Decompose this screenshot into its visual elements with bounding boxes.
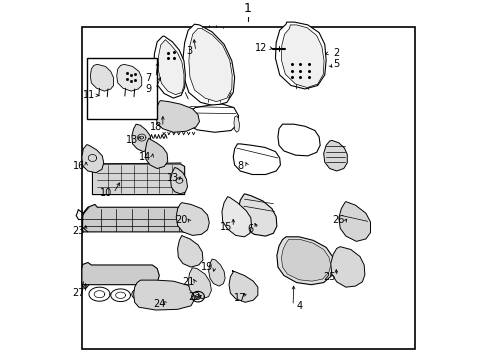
Polygon shape xyxy=(281,25,324,87)
Polygon shape xyxy=(330,247,364,287)
Text: 24: 24 xyxy=(153,299,165,309)
Polygon shape xyxy=(276,237,334,285)
Text: 27: 27 xyxy=(72,288,84,298)
Polygon shape xyxy=(81,262,159,285)
Polygon shape xyxy=(222,197,251,237)
Polygon shape xyxy=(183,24,234,106)
Text: 6: 6 xyxy=(247,224,253,234)
Polygon shape xyxy=(156,100,199,132)
Polygon shape xyxy=(145,138,167,168)
Text: 1: 1 xyxy=(244,3,251,15)
Text: 9: 9 xyxy=(145,84,151,94)
Text: 3: 3 xyxy=(185,46,192,56)
Polygon shape xyxy=(323,140,346,171)
Text: 20: 20 xyxy=(175,215,188,225)
Polygon shape xyxy=(81,145,103,173)
Text: 19: 19 xyxy=(201,262,213,272)
Text: 8: 8 xyxy=(237,161,243,171)
Polygon shape xyxy=(188,28,232,102)
Text: 7: 7 xyxy=(145,73,152,83)
Bar xyxy=(87,58,156,119)
Text: 25: 25 xyxy=(323,271,335,282)
Polygon shape xyxy=(176,203,209,235)
Polygon shape xyxy=(177,235,203,267)
Polygon shape xyxy=(133,280,194,310)
Polygon shape xyxy=(208,259,224,286)
Text: 13: 13 xyxy=(167,173,179,183)
Polygon shape xyxy=(275,22,325,89)
Polygon shape xyxy=(233,116,239,132)
Text: 21: 21 xyxy=(182,277,194,287)
Text: 15: 15 xyxy=(220,222,232,232)
Text: 13: 13 xyxy=(126,135,139,145)
Text: 23: 23 xyxy=(72,226,84,236)
Polygon shape xyxy=(132,124,151,152)
Polygon shape xyxy=(233,144,280,175)
Polygon shape xyxy=(90,64,113,91)
Polygon shape xyxy=(338,202,370,242)
Text: 18: 18 xyxy=(149,122,162,132)
Polygon shape xyxy=(92,164,184,194)
Text: 22: 22 xyxy=(188,292,201,302)
Text: 2: 2 xyxy=(332,48,339,58)
Text: 12: 12 xyxy=(255,43,267,53)
Text: 5: 5 xyxy=(332,59,339,69)
Polygon shape xyxy=(184,104,238,132)
Text: 11: 11 xyxy=(82,90,95,100)
Text: 17: 17 xyxy=(234,293,246,303)
Polygon shape xyxy=(228,271,257,302)
Polygon shape xyxy=(281,240,330,281)
Polygon shape xyxy=(158,40,183,95)
Text: 14: 14 xyxy=(139,152,151,162)
Polygon shape xyxy=(188,268,211,299)
Polygon shape xyxy=(170,167,187,194)
Polygon shape xyxy=(153,36,185,98)
Text: 26: 26 xyxy=(332,215,345,225)
Text: 4: 4 xyxy=(296,301,303,311)
Polygon shape xyxy=(277,124,320,156)
Text: 16: 16 xyxy=(73,161,85,171)
Polygon shape xyxy=(82,204,198,232)
Polygon shape xyxy=(117,64,142,91)
Text: 10: 10 xyxy=(100,188,112,198)
Polygon shape xyxy=(238,194,276,236)
